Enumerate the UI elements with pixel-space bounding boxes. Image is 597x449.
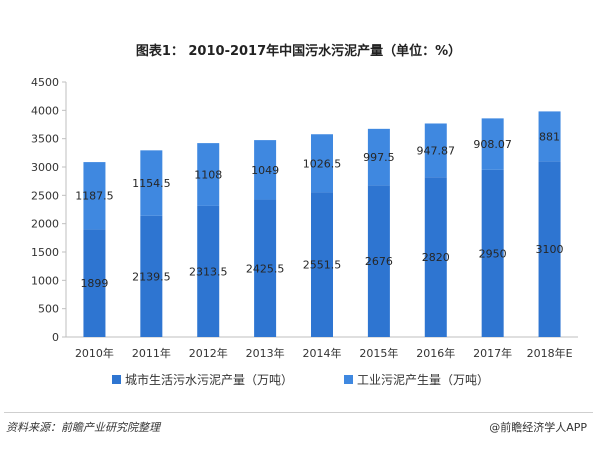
- data-label: 1187.5: [75, 190, 114, 203]
- legend-label: 工业污泥产生量（万吨）: [357, 373, 489, 387]
- y-tick-label: 3000: [31, 161, 59, 174]
- data-label: 1108: [194, 169, 222, 182]
- bar-segment-municipal: [311, 192, 333, 337]
- data-label: 1049: [251, 164, 279, 177]
- data-label: 908.07: [473, 138, 512, 151]
- data-label: 2551.5: [303, 259, 342, 272]
- x-tick-label: 2017年: [473, 346, 512, 360]
- bar-segment-industrial: [481, 118, 504, 170]
- data-label: 2313.5: [189, 265, 228, 278]
- x-tick-label: 2015年: [359, 346, 398, 360]
- x-tick-label: 2016年: [416, 346, 455, 360]
- legend: 城市生活污水污泥产量（万吨） 工业污泥产生量（万吨）: [112, 372, 489, 387]
- data-labels: 1899 1187.5 2139.5 1154.5 2313.5 1108 2425.5 10…: [75, 130, 563, 290]
- bar-segment-municipal: [424, 177, 447, 337]
- x-tick-label: 2012年: [189, 346, 228, 360]
- legend-label: 城市生活污水污泥产量（万吨）: [125, 372, 293, 387]
- x-tick-label: 2014年: [303, 346, 342, 360]
- x-tick-label: 2011年: [132, 346, 171, 360]
- bars: [83, 111, 561, 337]
- bar-segment-municipal: [367, 185, 390, 337]
- y-tick-label: 4000: [31, 104, 59, 117]
- data-label: 2425.5: [246, 262, 285, 275]
- bar-segment-industrial: [311, 134, 333, 193]
- y-tick-label: 2500: [31, 189, 59, 202]
- bar-segment-municipal: [254, 199, 277, 337]
- credit-note: @前瞻经济学人APP: [489, 421, 587, 434]
- data-label: 881: [539, 130, 560, 143]
- legend-swatch: [112, 375, 121, 384]
- bar-segment-municipal: [481, 169, 504, 337]
- x-tick-label: 2018年E: [527, 346, 573, 360]
- data-label: 2676: [365, 255, 393, 268]
- data-label: 1026.5: [303, 157, 342, 170]
- data-label: 2950: [479, 247, 507, 260]
- data-label: 2139.5: [132, 270, 171, 283]
- y-tick-label: 1500: [31, 246, 59, 259]
- y-tick-label: 1000: [31, 274, 59, 287]
- bar-segment-industrial: [83, 162, 106, 230]
- data-label: 997.5: [363, 151, 395, 164]
- bar-segment-municipal: [197, 205, 220, 337]
- x-tick-label: 2010年: [75, 346, 114, 360]
- source-note: 资料来源：前瞻产业研究院整理: [6, 421, 160, 434]
- y-tick-label: 3500: [31, 133, 59, 146]
- y-tick-label: 500: [38, 303, 59, 316]
- bar-segment-municipal: [83, 229, 106, 337]
- y-tick-label: 0: [52, 331, 59, 344]
- x-axis: 2010年 2011年 2012年 2013年 2014年 2015年 2016年 2017年…: [66, 336, 578, 360]
- data-label: 3100: [536, 243, 564, 256]
- bar-segment-industrial: [254, 140, 277, 200]
- y-axis: 0 500 1000 1500 2000 2500 3000 3500 4000 4500: [31, 76, 67, 344]
- data-label: 947.87: [417, 144, 456, 157]
- bar-segment-industrial: [197, 143, 220, 206]
- data-label: 1899: [80, 277, 108, 290]
- bar-segment-municipal: [140, 215, 163, 337]
- chart-title: 图表1： 2010-2017年中国污水污泥产量（单位：%）: [135, 44, 462, 59]
- data-label: 2820: [422, 251, 450, 264]
- footer-divider: [4, 412, 593, 413]
- bar-segment-municipal: [538, 161, 561, 337]
- bar-segment-industrial: [538, 111, 561, 162]
- data-label: 1154.5: [132, 177, 171, 190]
- y-tick-label: 2000: [31, 218, 59, 231]
- bar-segment-industrial: [367, 128, 390, 186]
- legend-swatch: [344, 375, 353, 384]
- y-tick-label: 4500: [31, 76, 59, 89]
- bar-segment-industrial: [424, 123, 447, 178]
- x-tick-label: 2013年: [246, 346, 285, 360]
- bar-segment-industrial: [140, 150, 163, 216]
